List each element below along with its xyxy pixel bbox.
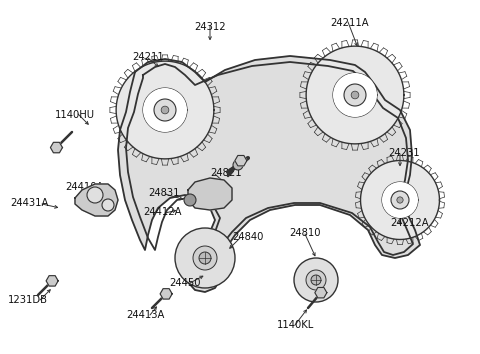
Text: 24413A: 24413A <box>126 310 164 320</box>
Circle shape <box>351 91 359 99</box>
Text: 24821: 24821 <box>210 168 241 178</box>
Circle shape <box>199 252 211 264</box>
Polygon shape <box>398 183 402 190</box>
Text: 24831: 24831 <box>148 188 180 198</box>
Circle shape <box>161 106 169 114</box>
Circle shape <box>116 61 214 159</box>
Text: 1231DB: 1231DB <box>8 295 48 305</box>
Circle shape <box>382 182 418 218</box>
Polygon shape <box>365 101 373 106</box>
Text: 24231: 24231 <box>388 148 420 158</box>
Polygon shape <box>50 142 62 153</box>
Text: 24211A: 24211A <box>330 18 369 28</box>
Polygon shape <box>385 205 391 209</box>
Circle shape <box>294 258 338 302</box>
Circle shape <box>344 84 366 106</box>
Text: 24211: 24211 <box>132 52 164 62</box>
Polygon shape <box>46 276 58 286</box>
Polygon shape <box>163 89 167 98</box>
Circle shape <box>397 197 403 203</box>
Polygon shape <box>408 205 415 209</box>
Polygon shape <box>75 184 118 216</box>
Polygon shape <box>118 56 420 292</box>
Circle shape <box>154 99 176 121</box>
Text: 24431A: 24431A <box>10 198 48 208</box>
Circle shape <box>143 88 187 132</box>
Circle shape <box>306 46 404 144</box>
Circle shape <box>306 270 326 290</box>
Circle shape <box>184 194 196 206</box>
Text: 24810: 24810 <box>289 228 321 238</box>
Polygon shape <box>188 178 232 210</box>
Text: 24412A: 24412A <box>143 207 181 217</box>
Text: 24312: 24312 <box>194 22 226 32</box>
Polygon shape <box>175 115 183 121</box>
Polygon shape <box>160 289 172 299</box>
Circle shape <box>175 228 235 288</box>
Polygon shape <box>353 74 357 83</box>
Text: 24450: 24450 <box>169 278 201 288</box>
Polygon shape <box>315 287 327 298</box>
Circle shape <box>193 246 217 270</box>
Text: 24840: 24840 <box>232 232 264 242</box>
Circle shape <box>333 73 377 117</box>
Circle shape <box>233 160 243 170</box>
Polygon shape <box>147 115 155 121</box>
Text: 1140HU: 1140HU <box>55 110 95 120</box>
Circle shape <box>391 191 409 209</box>
Circle shape <box>311 275 321 285</box>
Text: 1140KL: 1140KL <box>276 320 313 330</box>
Polygon shape <box>336 101 345 106</box>
Text: 24212A: 24212A <box>390 218 429 228</box>
Circle shape <box>102 199 114 211</box>
Circle shape <box>87 187 103 203</box>
Circle shape <box>360 160 440 239</box>
Polygon shape <box>235 155 247 166</box>
Text: 24410A: 24410A <box>65 182 103 192</box>
